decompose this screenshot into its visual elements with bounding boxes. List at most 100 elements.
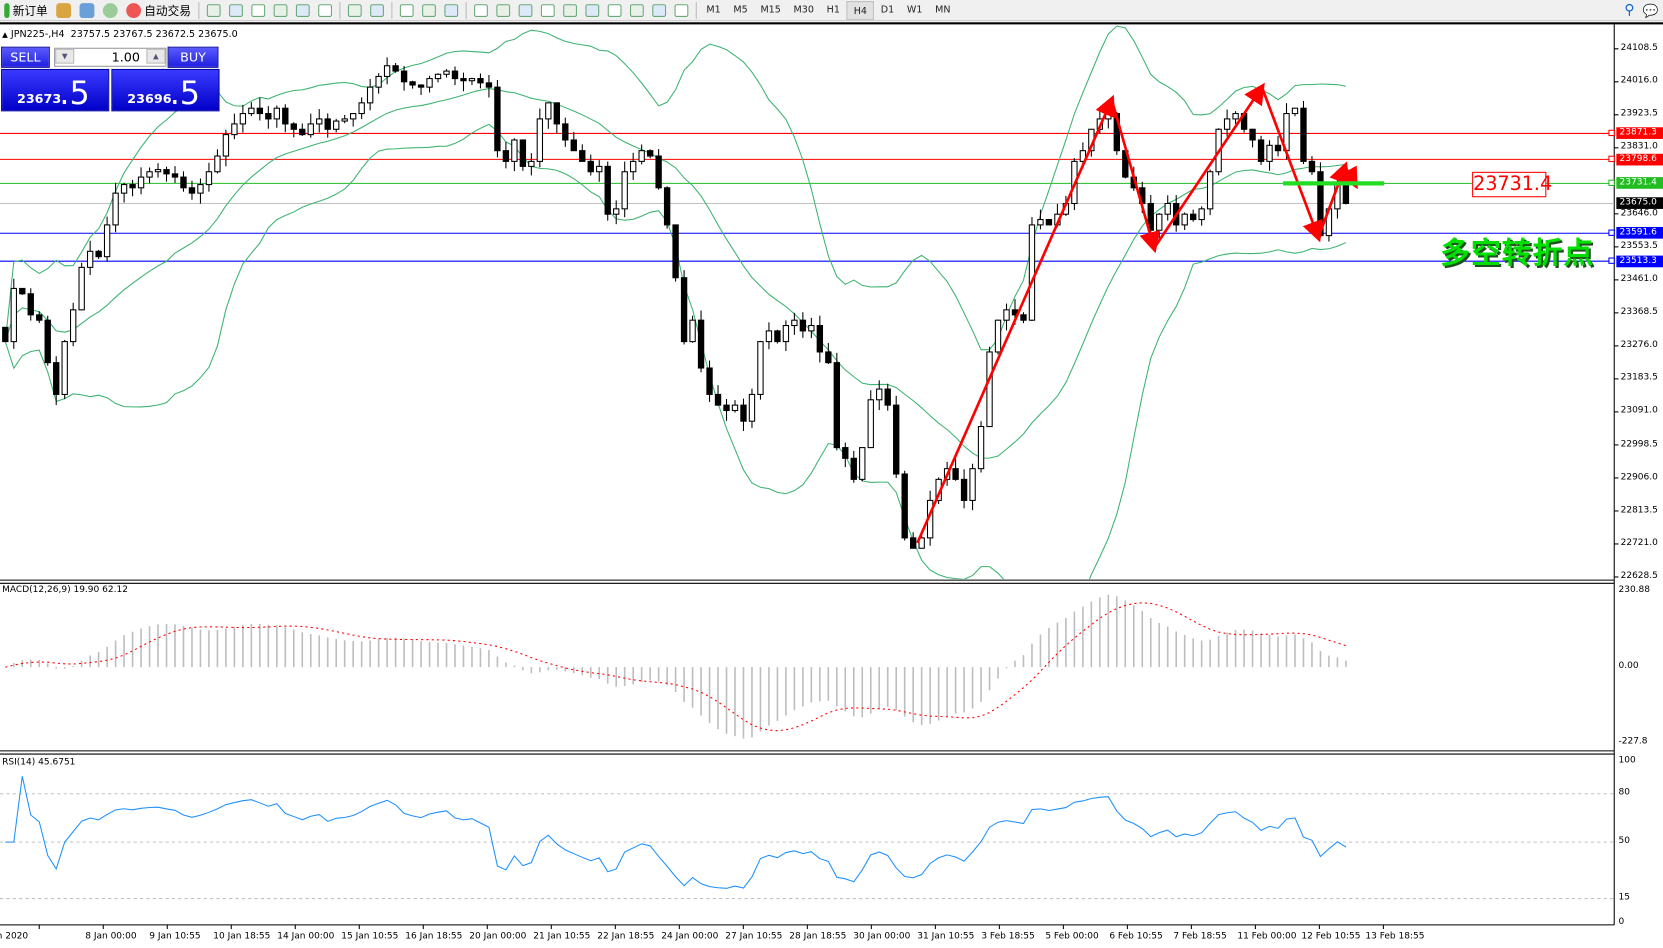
candle[interactable] [307,113,314,138]
trendline-icon[interactable] [559,1,581,20]
candle[interactable] [69,302,77,347]
timeframe-m1[interactable]: M1 [706,4,721,16]
buy-price[interactable]: 23696.5 [111,68,220,112]
timeframe-mn[interactable]: MN [935,4,951,16]
candle[interactable] [180,171,187,192]
candle[interactable] [621,161,628,218]
candle[interactable] [112,182,119,233]
candle[interactable] [842,442,849,468]
periods-icon[interactable] [418,1,440,20]
candle[interactable] [1274,135,1282,157]
candle[interactable] [638,144,645,165]
timeframe-h1[interactable]: H1 [826,4,840,16]
candle[interactable] [44,315,51,366]
candle[interactable] [1249,128,1256,148]
horizontal-line-icon[interactable] [537,1,559,20]
arrows-icon[interactable] [670,1,692,20]
candle[interactable] [884,383,891,411]
candle[interactable] [426,75,433,93]
candle[interactable] [1266,140,1273,171]
candle[interactable] [61,339,68,400]
candle[interactable] [299,123,306,136]
candle[interactable] [680,270,688,345]
candle[interactable] [417,84,425,95]
candle[interactable] [494,80,501,158]
candle[interactable] [214,149,221,174]
collapse-icon[interactable]: ▲ [2,30,8,40]
candle[interactable] [714,385,722,406]
price-annotation-box[interactable]: 23731.4 [1472,171,1552,198]
sell-price[interactable]: 23673.5 [1,68,110,112]
zoom-out-icon[interactable] [292,1,314,20]
candle[interactable] [791,312,798,335]
candle[interactable] [757,340,764,400]
candle[interactable] [859,447,866,482]
candle[interactable] [1164,195,1171,221]
candle[interactable] [163,166,170,182]
candle[interactable] [78,262,85,311]
candle[interactable] [366,79,374,111]
timeframe-m15[interactable]: M15 [760,4,781,16]
candle[interactable] [782,320,790,351]
candle[interactable] [994,319,1002,355]
candle[interactable] [1308,156,1316,176]
candle[interactable] [799,312,807,338]
vertical-line-icon[interactable] [514,1,536,20]
candle[interactable] [1257,135,1265,165]
candle[interactable] [723,398,730,421]
candle[interactable] [341,115,348,124]
chart-window[interactable]: ▲ JPN225-,H4 23757.5 23767.5 23672.5 236… [0,22,1663,946]
candle[interactable] [443,69,450,78]
candle[interactable] [290,122,297,138]
equidistant-channel-icon[interactable] [581,1,603,20]
macd-pane[interactable] [5,594,1347,739]
trend-arrow[interactable] [1260,86,1323,243]
chat-button[interactable]: 💬 [1639,1,1663,20]
candle[interactable] [663,186,671,229]
chart-shift-icon[interactable] [366,1,388,20]
candle[interactable] [2,326,9,343]
timeframe-d1[interactable]: D1 [880,4,895,16]
candle[interactable] [952,458,959,481]
candle[interactable] [205,162,213,192]
turning-point-text[interactable]: 多空转折点 [1440,235,1595,271]
candle[interactable] [265,106,272,129]
candle[interactable] [273,105,280,128]
price-pane[interactable] [0,25,1615,627]
candle[interactable] [1156,213,1163,239]
candle[interactable] [1232,111,1239,124]
candle[interactable] [256,97,264,121]
line-handle[interactable] [1608,129,1615,137]
candle[interactable] [197,178,204,204]
navigator-button[interactable] [75,1,98,20]
candle[interactable] [969,463,976,511]
candle[interactable] [867,390,874,449]
candle[interactable] [519,139,527,171]
candle[interactable] [27,288,34,321]
lot-decrease-button[interactable]: ▼ [55,48,75,64]
candle[interactable] [451,66,459,86]
timeframe-w1[interactable]: W1 [906,4,923,16]
text-icon[interactable] [626,1,648,20]
candle[interactable] [587,154,594,176]
candle[interactable] [960,469,968,509]
candle[interactable] [248,102,255,117]
autoscroll-icon[interactable] [344,1,366,20]
trend-arrow[interactable] [1110,99,1160,254]
candle[interactable] [748,388,756,428]
timeframe-h4[interactable]: H4 [846,0,875,20]
candle[interactable] [36,311,43,323]
candle[interactable] [316,109,323,133]
candle[interactable] [468,77,476,86]
candle[interactable] [825,342,832,365]
cursor-icon[interactable] [470,1,492,20]
candle[interactable] [324,113,331,138]
candle[interactable] [231,113,238,140]
candle[interactable] [485,74,493,98]
candle[interactable] [646,149,654,159]
candle[interactable] [570,131,577,152]
candle[interactable] [511,138,518,172]
text-label-icon[interactable] [648,1,670,20]
rsi-pane[interactable] [0,776,1615,900]
chart-bar-icon[interactable] [203,1,225,20]
